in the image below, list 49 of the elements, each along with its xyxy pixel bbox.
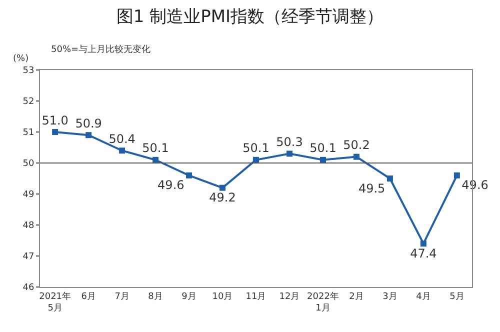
chart-title: 图1 制造业PMI指数（经季节调整） [116, 6, 384, 27]
point [420, 240, 426, 247]
text: 49.2 [209, 190, 236, 205]
y-tick-label: 47 [22, 252, 34, 262]
x-tick-label: 3月 [382, 292, 398, 302]
point [52, 129, 58, 135]
point [253, 156, 259, 163]
text: 47.4 [410, 246, 437, 260]
x-tick-label: 8月 [148, 292, 163, 302]
x-tick-label: 9月 [182, 292, 196, 302]
x-tick-label: 4月 [416, 292, 431, 302]
point [152, 156, 159, 163]
y-tick-label: 46 [22, 283, 34, 294]
text: 50.1 [310, 141, 336, 156]
point [186, 172, 192, 178]
y-tick-label: 48 [22, 221, 34, 232]
text: 50.9 [75, 116, 102, 130]
text: 49.6 [158, 178, 184, 192]
y-axis-title: (%) [13, 54, 29, 64]
text: 49.5 [358, 181, 386, 196]
y-tick-label: 49 [22, 190, 34, 200]
point [220, 184, 226, 191]
x-tick-label: 11月 [246, 292, 266, 302]
point [286, 150, 292, 157]
point [119, 148, 126, 154]
x-tick-label: 2022年 1月 [307, 290, 339, 314]
text: 50.4 [108, 132, 136, 146]
x-tick-label: 2021年 5月 [39, 290, 72, 314]
x-tick-label: 6月 [81, 292, 96, 302]
text: 51.0 [42, 113, 68, 128]
x-tick-label: 10月 [212, 292, 233, 302]
x-tick-label: 7月 [114, 292, 130, 302]
point [86, 132, 92, 138]
y-tick-label: 51 [22, 128, 34, 138]
y-tick-label: 53 [22, 66, 34, 76]
text: 50.2 [343, 138, 370, 152]
x-tick-label: 12月 [279, 292, 300, 302]
y-tick-label: 52 [22, 97, 34, 108]
text: 50.3 [276, 134, 303, 149]
point [386, 176, 393, 182]
point [353, 154, 360, 160]
text: 50.1 [242, 141, 270, 156]
text: 50.1 [142, 141, 169, 156]
text: 50%=与上月比较无变化 [51, 44, 151, 55]
y-tick-label: 50 [22, 159, 34, 170]
point [320, 156, 326, 163]
point [454, 172, 460, 178]
x-tick-label: 2月 [349, 292, 364, 302]
x-tick-label: 5月 [450, 292, 464, 302]
